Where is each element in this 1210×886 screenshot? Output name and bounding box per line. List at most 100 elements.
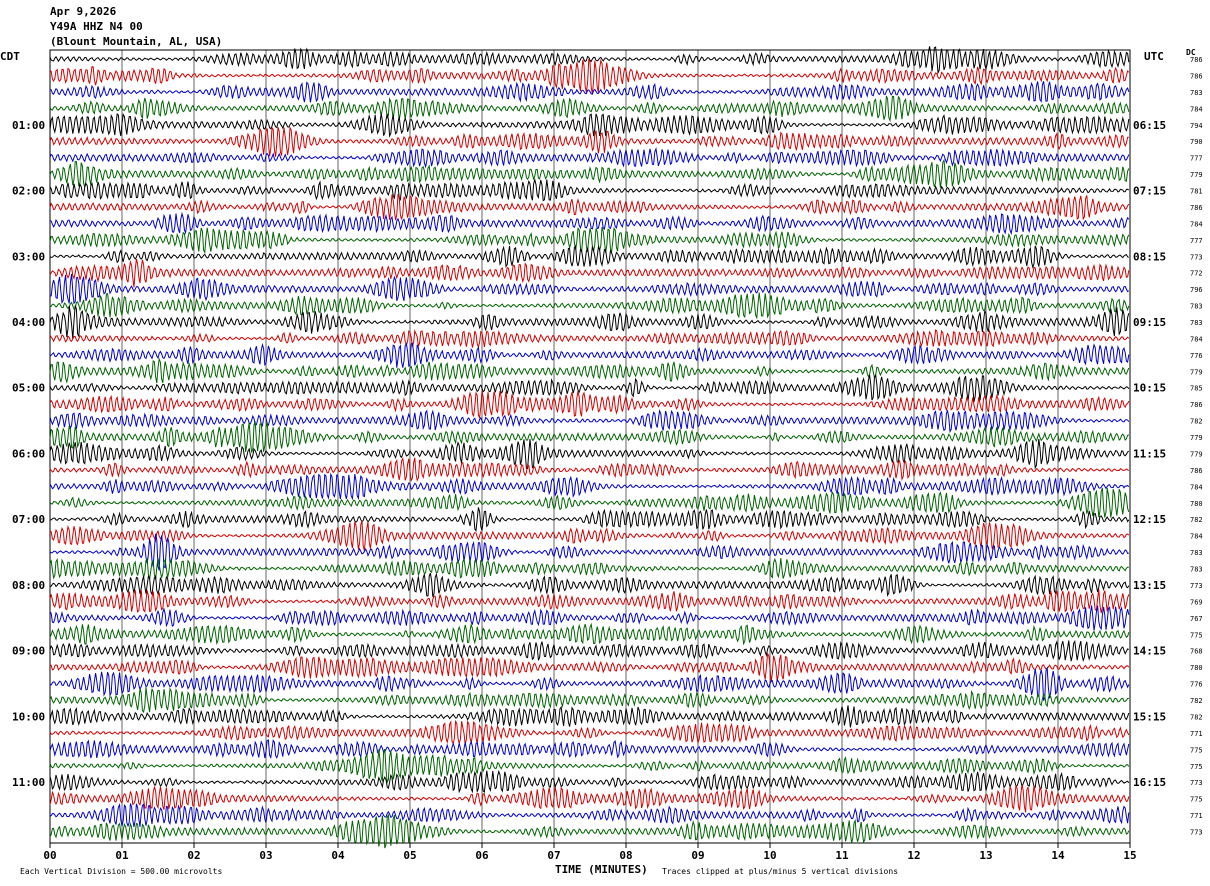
dc-offset-label: 775 <box>1190 631 1203 639</box>
right-hour-label: 14:15 <box>1133 645 1166 658</box>
trace-row-14 <box>49 258 1130 288</box>
x-tick-label: 11 <box>835 849 849 862</box>
trace-row-15 <box>49 273 1130 305</box>
left-hour-label: 09:00 <box>12 645 45 658</box>
left-hour-label: 10:00 <box>12 710 45 723</box>
dc-offset-label: 768 <box>1190 648 1203 656</box>
trace-row-11 <box>49 211 1130 236</box>
trace-row-35 <box>49 605 1130 631</box>
right-hour-label: 08:15 <box>1133 250 1166 263</box>
plot-frame <box>49 49 1131 844</box>
dc-offset-label: 773 <box>1190 582 1203 590</box>
trace-row-36 <box>49 622 1130 646</box>
left-hour-label: 05:00 <box>12 382 45 395</box>
trace-row-39 <box>49 666 1130 701</box>
dc-offset-label: 777 <box>1190 237 1203 245</box>
trace-row-16 <box>49 292 1130 320</box>
dc-offset-label: 786 <box>1190 401 1203 409</box>
dc-offset-label: 782 <box>1190 418 1203 426</box>
x-tick-label: 15 <box>1123 849 1136 862</box>
trace-row-12 <box>49 226 1130 255</box>
x-tick-label: 05 <box>403 849 416 862</box>
header-channel: Y49A HHZ N4 00 <box>50 20 143 33</box>
trace-row-41 <box>49 705 1130 728</box>
trace-row-38 <box>49 652 1130 683</box>
dc-offset-label: 790 <box>1190 138 1203 146</box>
trace-row-33 <box>49 572 1130 597</box>
trace-row-5 <box>49 112 1130 138</box>
dc-offset-label: 775 <box>1190 796 1203 804</box>
dc-offset-label: 784 <box>1190 533 1203 541</box>
trace-row-17 <box>49 305 1130 340</box>
dc-offset-label: 775 <box>1190 746 1203 754</box>
dc-offset-label: 784 <box>1190 335 1203 343</box>
x-axis-title: TIME (MINUTES) <box>555 863 648 876</box>
dc-offset-label: 779 <box>1190 450 1203 458</box>
right-hour-label: 10:15 <box>1133 382 1166 395</box>
dc-offset-label: 776 <box>1190 352 1203 360</box>
x-tick-label: 13 <box>979 849 992 862</box>
x-tick-label: 04 <box>331 849 345 862</box>
x-tick-label: 08 <box>619 849 632 862</box>
dc-offset-label: 777 <box>1190 155 1203 163</box>
left-hour-label: 11:00 <box>12 776 45 789</box>
trace-row-40 <box>49 686 1129 714</box>
left-hour-label: 03:00 <box>12 250 45 263</box>
dc-offset-label: 772 <box>1190 270 1203 278</box>
trace-row-22 <box>49 390 1130 420</box>
dc-offset-label: 779 <box>1190 434 1203 442</box>
dc-offset-label: 782 <box>1190 516 1203 524</box>
left-hour-label: 01:00 <box>12 119 45 132</box>
dc-offset-label: 781 <box>1190 188 1203 196</box>
dc-offset-label: 783 <box>1190 89 1203 97</box>
dc-offset-label: 773 <box>1190 779 1203 787</box>
trace-row-18 <box>49 329 1130 350</box>
trace-row-30 <box>49 520 1130 551</box>
trace-row-3 <box>49 81 1130 103</box>
trace-row-29 <box>50 507 1130 533</box>
dc-offset-label: 783 <box>1190 319 1203 327</box>
dc-label: DC <box>1186 48 1196 57</box>
dc-offset-label: 785 <box>1190 385 1203 393</box>
trace-row-48 <box>49 813 1130 849</box>
dc-offset-label: 786 <box>1190 56 1203 64</box>
right-hour-label: 06:15 <box>1133 119 1166 132</box>
trace-row-32 <box>49 557 1129 580</box>
trace-row-26 <box>49 456 1130 482</box>
trace-row-9 <box>49 177 1130 202</box>
left-hour-label: 08:00 <box>12 579 45 592</box>
dc-offset-label: 784 <box>1190 220 1203 228</box>
right-timezone-label: UTC <box>1144 50 1164 63</box>
dc-offset-label: 779 <box>1190 368 1203 376</box>
dc-offset-label: 780 <box>1190 500 1203 508</box>
dc-offset-label: 786 <box>1190 72 1203 80</box>
right-hour-label: 13:15 <box>1133 579 1166 592</box>
x-tick-label: 01 <box>115 849 129 862</box>
trace-row-31 <box>49 533 1129 571</box>
dc-offset-label: 784 <box>1190 105 1203 113</box>
header-date: Apr 9,2026 <box>50 5 117 18</box>
x-tick-label: 09 <box>691 849 704 862</box>
x-tick-label: 12 <box>907 849 920 862</box>
dc-offset-label: 786 <box>1190 204 1203 212</box>
left-hour-label: 06:00 <box>12 447 45 460</box>
dc-offset-label: 783 <box>1190 303 1203 311</box>
trace-row-7 <box>49 147 1130 169</box>
dc-offset-label: 796 <box>1190 286 1203 294</box>
dc-offset-label: 771 <box>1190 730 1203 738</box>
header-location: (Blount Mountain, AL, USA) <box>50 35 223 48</box>
dc-offset-label: 780 <box>1190 664 1203 672</box>
trace-row-27 <box>49 472 1130 501</box>
trace-row-37 <box>49 639 1129 663</box>
trace-row-23 <box>49 408 1130 434</box>
left-hour-label: 04:00 <box>12 316 45 329</box>
trace-row-10 <box>49 193 1130 221</box>
right-hour-label: 15:15 <box>1133 710 1166 723</box>
trace-row-34 <box>49 589 1130 614</box>
trace-row-6 <box>49 126 1129 157</box>
x-tick-label: 00 <box>43 849 56 862</box>
trace-row-44 <box>49 748 1130 785</box>
trace-row-43 <box>49 739 1130 760</box>
trace-row-25 <box>49 438 1130 470</box>
